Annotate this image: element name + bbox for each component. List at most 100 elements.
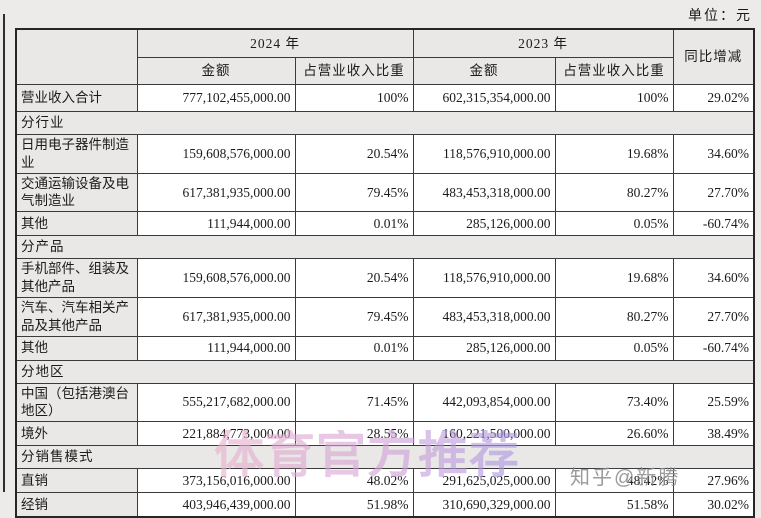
cell-amount-2023: 483,453,318,000.00	[412, 172, 556, 213]
cell-pct-2023: 26.60%	[554, 421, 674, 447]
table-row: 境外 221,884,773,000.00 28.55% 160,221,500,00…	[15, 421, 755, 447]
cell-label: 其他	[15, 335, 138, 361]
cell-amount-2023: 602,315,354,000.00	[412, 84, 556, 112]
cell-yoy: 27.70%	[672, 172, 755, 213]
header-yoy: 同比增减	[672, 28, 755, 85]
cell-amount-2023: 310,690,329,000.00	[412, 492, 556, 518]
cell-pct-2023: 100%	[554, 84, 674, 112]
cell-pct-2023: 51.58%	[554, 492, 674, 518]
cell-label: 中国（包括港澳台地区）	[15, 382, 138, 423]
cell-amount-2023: 118,576,910,000.00	[412, 258, 556, 298]
cell-pct-2023: 73.40%	[554, 382, 674, 423]
cell-pct-2024: 0.01%	[294, 211, 414, 237]
table-row: 汽车、汽车相关产品及其他产品 617,381,935,000.00 79.45% 48…	[15, 296, 755, 337]
cell-pct-2024: 51.98%	[294, 492, 414, 518]
cell-label: 汽车、汽车相关产品及其他产品	[15, 296, 138, 337]
header-amount-2024: 金额	[136, 57, 296, 85]
table-row: 其他 111,944,000.00 0.01% 285,126,000.00 0.05%…	[15, 335, 755, 361]
table-row: 手机部件、组装及其他产品 159,608,576,000.00 20.54% 118,…	[15, 258, 755, 298]
cell-yoy: 29.02%	[672, 84, 755, 112]
cell-pct-2024: 71.45%	[294, 382, 414, 423]
cell-yoy: 34.60%	[672, 134, 755, 174]
cell-amount-2023: 285,126,000.00	[412, 335, 556, 361]
cell-amount-2023: 160,221,500,000.00	[412, 421, 556, 447]
table-row: 营业收入合计 777,102,455,000.00 100% 602,315,354,…	[15, 84, 755, 112]
header-pct-2023: 占营业收入比重	[554, 57, 674, 85]
unit-label: 单位：元	[688, 9, 752, 24]
cell-label: 直销	[15, 468, 138, 494]
cell-amount-2023: 442,093,854,000.00	[412, 382, 556, 423]
cell-pct-2024: 79.45%	[294, 296, 414, 337]
table-row: 经销 403,946,439,000.00 51.98% 310,690,329,00…	[15, 492, 755, 518]
cell-pct-2023: 80.27%	[554, 296, 674, 337]
section-label: 分销售模式	[15, 445, 755, 470]
cell-pct-2023: 80.27%	[554, 172, 674, 213]
cell-amount-2023: 285,126,000.00	[412, 211, 556, 237]
cell-amount-2024: 221,884,773,000.00	[136, 421, 296, 447]
cell-amount-2023: 291,625,025,000.00	[412, 468, 556, 494]
cell-amount-2023: 483,453,318,000.00	[412, 296, 556, 337]
cell-yoy: -60.74%	[672, 211, 755, 237]
cell-yoy: 27.70%	[672, 296, 755, 337]
cell-pct-2024: 20.54%	[294, 134, 414, 174]
cell-yoy: 25.59%	[672, 382, 755, 423]
page-edge-line	[3, 14, 5, 492]
cell-yoy: 34.60%	[672, 258, 755, 298]
cell-label: 交通运输设备及电气制造业	[15, 172, 138, 213]
cell-label: 手机部件、组装及其他产品	[15, 258, 138, 298]
cell-amount-2024: 617,381,935,000.00	[136, 172, 296, 213]
cell-label: 日用电子器件制造业	[15, 134, 138, 174]
table-row: 交通运输设备及电气制造业 617,381,935,000.00 79.45% 483,…	[15, 172, 755, 213]
cell-pct-2024: 79.45%	[294, 172, 414, 213]
cell-yoy: 38.49%	[672, 421, 755, 447]
corner-cell	[15, 28, 138, 85]
cell-pct-2023: 0.05%	[554, 335, 674, 361]
table-row: 直销 373,156,016,000.00 48.02% 291,625,025,00…	[15, 468, 755, 494]
header-amount-2023: 金额	[412, 57, 556, 85]
section-row: 分地区	[15, 359, 755, 384]
cell-label: 境外	[15, 421, 138, 447]
table-row: 日用电子器件制造业 159,608,576,000.00 20.54% 118,576…	[15, 134, 755, 174]
section-label: 分地区	[15, 359, 755, 384]
header-row-measures: 金额 占营业收入比重 金额 占营业收入比重	[16, 57, 754, 85]
cell-pct-2023: 48.42%	[554, 468, 674, 494]
cell-pct-2024: 20.54%	[294, 258, 414, 298]
report-page: { "page": { "unit_label": "单位：元" }, "wat…	[3, 9, 755, 518]
section-row: 分行业	[15, 111, 755, 135]
cell-amount-2024: 555,217,682,000.00	[136, 382, 296, 423]
header-pct-2024: 占营业收入比重	[294, 57, 414, 85]
cell-amount-2024: 111,944,000.00	[136, 335, 296, 361]
cell-yoy: 30.02%	[672, 492, 755, 518]
section-label: 分行业	[15, 111, 755, 135]
revenue-table: 2024 年 2023 年 同比增减 金额 占营业收入比重 金额 占营业收入比重…	[15, 28, 755, 518]
cell-amount-2024: 159,608,576,000.00	[136, 258, 296, 298]
table-header: 2024 年 2023 年 同比增减 金额 占营业收入比重 金额 占营业收入比重	[15, 28, 755, 85]
cell-amount-2024: 403,946,439,000.00	[136, 492, 296, 518]
table-row: 中国（包括港澳台地区） 555,217,682,000.00 71.45% 442,0…	[15, 382, 755, 423]
cell-pct-2023: 0.05%	[554, 211, 674, 237]
cell-pct-2024: 0.01%	[294, 335, 414, 361]
section-label: 分产品	[15, 235, 755, 260]
cell-label: 营业收入合计	[15, 84, 138, 112]
cell-amount-2024: 617,381,935,000.00	[136, 296, 296, 337]
cell-yoy: -60.74%	[672, 335, 755, 361]
cell-pct-2024: 48.02%	[294, 468, 414, 494]
cell-amount-2023: 118,576,910,000.00	[412, 134, 556, 174]
cell-amount-2024: 373,156,016,000.00	[136, 468, 296, 494]
header-row-years: 2024 年 2023 年 同比增减	[15, 28, 755, 85]
cell-pct-2024: 100%	[294, 84, 414, 112]
revenue-table-body: 营业收入合计 777,102,455,000.00 100% 602,315,354,…	[15, 84, 755, 518]
cell-pct-2023: 19.68%	[554, 258, 674, 298]
cell-amount-2024: 111,944,000.00	[136, 211, 296, 237]
cell-pct-2024: 28.55%	[294, 421, 414, 447]
header-year-2024: 2024 年	[136, 28, 414, 58]
cell-pct-2023: 19.68%	[554, 134, 674, 174]
cell-amount-2024: 159,608,576,000.00	[136, 134, 296, 174]
section-row: 分产品	[15, 235, 755, 260]
cell-yoy: 27.96%	[672, 468, 755, 494]
cell-amount-2024: 777,102,455,000.00	[136, 84, 296, 112]
cell-label: 其他	[15, 211, 138, 237]
section-row: 分销售模式	[15, 445, 755, 470]
table-row: 其他 111,944,000.00 0.01% 285,126,000.00 0.05%…	[15, 211, 755, 237]
header-year-2023: 2023 年	[412, 28, 674, 58]
